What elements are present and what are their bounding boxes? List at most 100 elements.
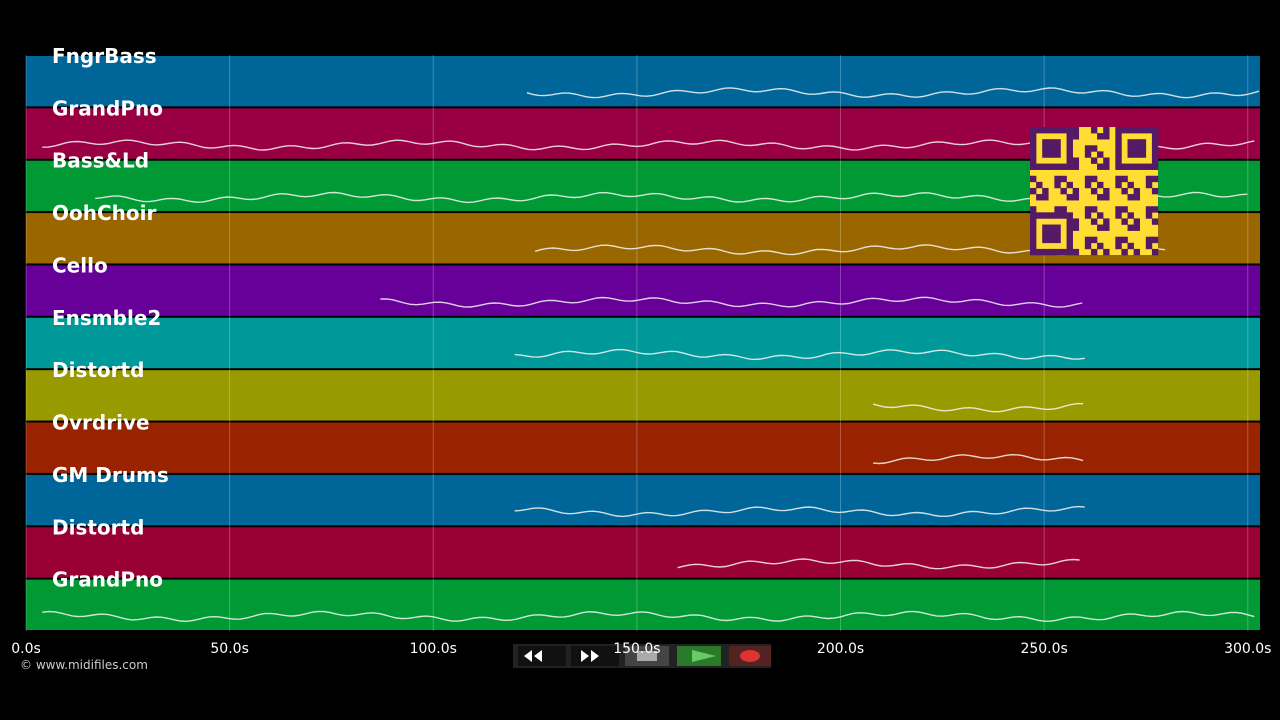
qr-cell [1090, 187, 1098, 195]
qr-cell [1127, 212, 1134, 219]
qr-cell [1121, 206, 1128, 213]
x-tick-label: 250.0s [1020, 641, 1067, 657]
qr-cell [1036, 194, 1043, 201]
qr-cell [1139, 139, 1147, 146]
qr-cell [1048, 163, 1055, 170]
qr-cell [1066, 181, 1073, 189]
track-row [26, 370, 1260, 421]
forward-icon [581, 650, 599, 662]
qr-cell [1030, 218, 1037, 225]
track-name: FngrBass [52, 44, 157, 68]
qr-cell [1103, 187, 1110, 195]
qr-cell [1151, 206, 1159, 213]
qr-cell [1072, 127, 1080, 134]
qr-cell [1127, 139, 1134, 146]
qr-cell [1115, 242, 1122, 250]
qr-cell [1036, 163, 1043, 170]
qr-cell [1030, 187, 1037, 195]
qr-cell [1072, 224, 1080, 231]
qr-cell [1145, 242, 1153, 250]
qr-cell [1097, 151, 1104, 158]
qr-cell [1042, 127, 1049, 134]
qr-cell [1030, 133, 1037, 140]
qr-cell [1139, 151, 1147, 158]
rewind-icon [524, 650, 542, 662]
qr-cell [1042, 224, 1049, 231]
qr-cell [1084, 236, 1092, 244]
qr-code [1030, 127, 1159, 256]
qr-cell [1048, 236, 1055, 244]
qr-cell [1084, 212, 1092, 219]
qr-cell [1060, 212, 1067, 219]
qr-cell [1030, 242, 1037, 250]
qr-cell [1072, 248, 1080, 256]
qr-cell [1042, 194, 1049, 201]
qr-cell [1030, 127, 1037, 134]
track-row [26, 422, 1260, 473]
track-name: Cello [52, 253, 108, 277]
qr-cell [1133, 163, 1141, 170]
qr-cell [1103, 218, 1110, 225]
qr-cell [1151, 145, 1159, 152]
track-row [26, 474, 1260, 526]
note-trace [873, 453, 1084, 465]
qr-cell [1042, 212, 1049, 219]
qr-cell [1066, 127, 1073, 134]
qr-cell [1048, 127, 1055, 134]
qr-cell [1127, 224, 1134, 231]
qr-cell [1084, 145, 1092, 152]
track-name: Distortd [52, 515, 144, 539]
qr-cell [1084, 175, 1092, 183]
track-name: GrandPno [52, 96, 163, 120]
qr-cell [1066, 212, 1073, 219]
qr-cell [1054, 175, 1061, 183]
qr-cell [1097, 181, 1104, 189]
qr-cell [1151, 187, 1159, 195]
qr-cell [1133, 187, 1141, 195]
qr-cell [1066, 236, 1073, 244]
qr-cell [1145, 175, 1153, 183]
qr-cell [1042, 230, 1049, 238]
qr-cell [1090, 218, 1098, 225]
qr-cell [1127, 145, 1134, 152]
qr-cell [1054, 224, 1061, 231]
qr-cell [1133, 194, 1141, 201]
qr-cell [1042, 187, 1049, 195]
x-tick-label: 300.0s [1224, 641, 1271, 657]
qr-cell [1121, 187, 1128, 195]
qr-cell [1103, 133, 1110, 140]
qr-cell [1084, 206, 1092, 213]
qr-cell [1145, 181, 1153, 189]
note-trace [514, 505, 1085, 518]
qr-cell [1030, 157, 1037, 164]
qr-cell [1066, 145, 1073, 152]
qr-cell [1054, 206, 1061, 213]
qr-cell [1115, 157, 1122, 164]
qr-cell [1060, 187, 1067, 195]
qr-cell [1097, 133, 1104, 140]
track-row [26, 317, 1260, 369]
qr-cell [1133, 151, 1141, 158]
qr-cell [1121, 236, 1128, 244]
qr-cell [1030, 139, 1037, 146]
qr-cell [1121, 163, 1128, 170]
qr-cell [1127, 181, 1134, 189]
qr-cell [1030, 248, 1037, 256]
qr-cell [1048, 139, 1055, 146]
qr-cell [1048, 230, 1055, 238]
qr-cell [1145, 212, 1153, 219]
track-name: Ovrdrive [52, 411, 150, 435]
qr-cell [1139, 127, 1147, 134]
qr-cell [1048, 248, 1055, 256]
qr-cell [1042, 145, 1049, 152]
qr-cell [1048, 145, 1055, 152]
qr-cell [1054, 236, 1061, 244]
qr-cell [1115, 236, 1122, 244]
qr-cell [1036, 212, 1043, 219]
qr-cell [1121, 248, 1128, 256]
qr-cell [1151, 163, 1159, 170]
qr-cell [1151, 248, 1159, 256]
qr-cell [1084, 242, 1092, 250]
qr-cell [1151, 218, 1159, 225]
